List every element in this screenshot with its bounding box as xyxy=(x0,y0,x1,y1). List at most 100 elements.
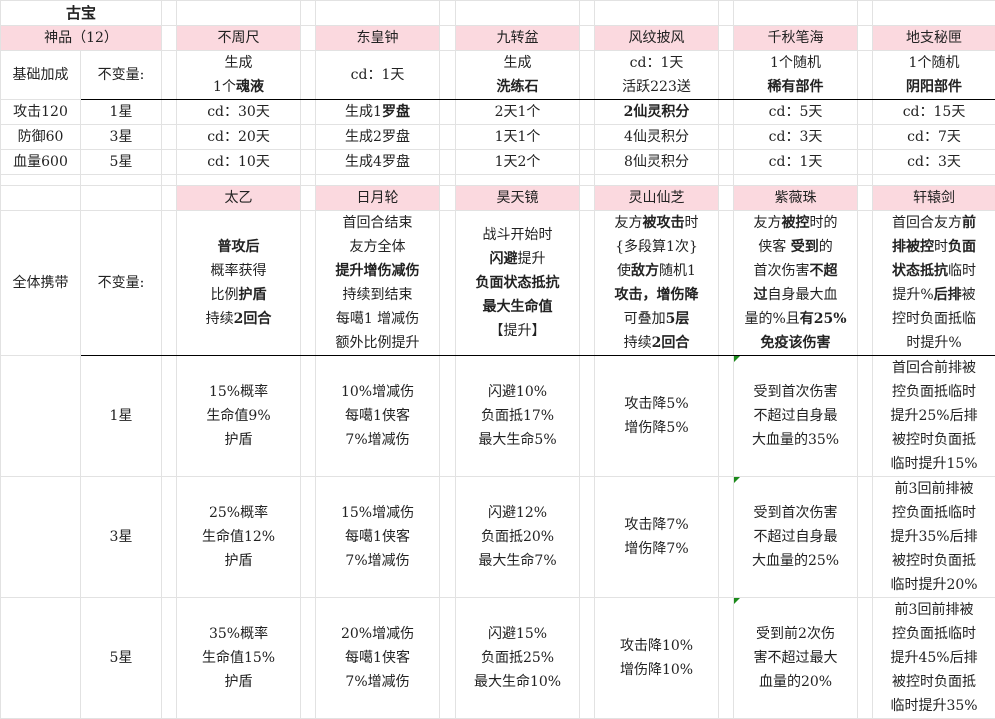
empty-cell[interactable] xyxy=(595,175,719,186)
item-header[interactable]: 紫薇珠 xyxy=(734,186,858,211)
empty-cell[interactable] xyxy=(316,1,440,26)
gap-cell[interactable] xyxy=(301,125,316,150)
star-effect[interactable]: 前3回前排被控负面抵临时提升35%后排被控时负面抵临时提升20% xyxy=(873,477,995,598)
base-effect[interactable]: 生成洗练石 xyxy=(456,51,580,100)
star-effect[interactable]: 攻击降7%增伤降7% xyxy=(595,477,719,598)
gap-cell[interactable] xyxy=(719,211,734,356)
empty-cell[interactable] xyxy=(580,175,595,186)
item-header[interactable]: 地支秘匣 xyxy=(873,26,995,51)
gap-cell[interactable] xyxy=(301,51,316,100)
empty-cell[interactable] xyxy=(162,1,177,26)
gap-cell[interactable] xyxy=(580,51,595,100)
star-cell[interactable]: 5星 xyxy=(81,150,162,175)
star-effect[interactable]: 生成2罗盘 xyxy=(316,125,440,150)
base-effect[interactable]: cd：1天活跃223送 xyxy=(595,51,719,100)
gap-cell[interactable] xyxy=(301,186,316,211)
item-header[interactable]: 太乙 xyxy=(177,186,301,211)
gap-cell[interactable] xyxy=(301,356,316,477)
gap-cell[interactable] xyxy=(301,100,316,125)
star-effect[interactable]: 15%概率生命值9%护盾 xyxy=(177,356,301,477)
gap-cell[interactable] xyxy=(301,598,316,719)
item-header[interactable]: 东皇钟 xyxy=(316,26,440,51)
gap-cell[interactable] xyxy=(858,186,873,211)
base-effect[interactable]: 友方被控时的侠客 受到的首次伤害不超过自身最大血量的%且有25%免疫该伤害 xyxy=(734,211,858,356)
star-effect[interactable]: 2天1个 xyxy=(456,100,580,125)
gap-cell[interactable] xyxy=(440,26,456,51)
star-effect[interactable]: 25%概率生命值12%护盾 xyxy=(177,477,301,598)
item-header[interactable]: 千秋笔海 xyxy=(734,26,858,51)
gap-cell[interactable] xyxy=(162,598,177,719)
empty-cell[interactable] xyxy=(858,175,873,186)
gap-cell[interactable] xyxy=(719,150,734,175)
empty-cell[interactable] xyxy=(81,186,162,211)
star-effect[interactable]: 1天1个 xyxy=(456,125,580,150)
empty-cell[interactable] xyxy=(177,175,301,186)
star-effect[interactable]: 闪避15%负面抵25%最大生命10% xyxy=(456,598,580,719)
gap-cell[interactable] xyxy=(858,477,873,598)
stat-cell[interactable]: 防御60 xyxy=(1,125,81,150)
gap-cell[interactable] xyxy=(162,211,177,356)
empty-cell[interactable] xyxy=(873,1,995,26)
star-cell[interactable]: 1星 xyxy=(81,356,162,477)
empty-cell[interactable] xyxy=(316,175,440,186)
gap-cell[interactable] xyxy=(440,211,456,356)
stat-cell[interactable]: 攻击120 xyxy=(1,100,81,125)
gap-cell[interactable] xyxy=(580,100,595,125)
gap-cell[interactable] xyxy=(440,356,456,477)
empty-cell[interactable] xyxy=(719,175,734,186)
item-header[interactable]: 日月轮 xyxy=(316,186,440,211)
gap-cell[interactable] xyxy=(580,150,595,175)
star-cell[interactable]: 1星 xyxy=(81,100,162,125)
base-effect[interactable]: cd：1天 xyxy=(316,51,440,100)
base-label[interactable]: 基础加成 xyxy=(1,51,81,100)
gap-cell[interactable] xyxy=(719,125,734,150)
gap-cell[interactable] xyxy=(858,51,873,100)
gap-cell[interactable] xyxy=(580,598,595,719)
gap-cell[interactable] xyxy=(162,477,177,598)
gap-cell[interactable] xyxy=(580,125,595,150)
base-effect[interactable]: 1个随机阴阳部件 xyxy=(873,51,995,100)
star-effect[interactable]: 受到首次伤害不超过自身最大血量的25% xyxy=(734,477,858,598)
star-effect[interactable]: cd：15天 xyxy=(873,100,995,125)
star-effect[interactable]: cd：30天 xyxy=(177,100,301,125)
star-effect[interactable]: cd：10天 xyxy=(177,150,301,175)
item-header[interactable]: 九转盆 xyxy=(456,26,580,51)
empty-cell[interactable] xyxy=(1,598,81,719)
base-effect[interactable]: 普攻后概率获得比例护盾持续2回合 xyxy=(177,211,301,356)
gap-cell[interactable] xyxy=(301,150,316,175)
empty-cell[interactable] xyxy=(719,1,734,26)
gap-cell[interactable] xyxy=(440,150,456,175)
empty-cell[interactable] xyxy=(301,1,316,26)
gap-cell[interactable] xyxy=(719,598,734,719)
empty-cell[interactable] xyxy=(734,175,858,186)
star-effect[interactable]: cd：3天 xyxy=(873,150,995,175)
gap-cell[interactable] xyxy=(440,598,456,719)
gap-cell[interactable] xyxy=(719,100,734,125)
star-effect[interactable]: 8仙灵积分 xyxy=(595,150,719,175)
star-effect[interactable]: cd：3天 xyxy=(734,125,858,150)
gap-cell[interactable] xyxy=(162,186,177,211)
gap-cell[interactable] xyxy=(580,356,595,477)
gap-cell[interactable] xyxy=(858,125,873,150)
star-effect[interactable]: 首回合前排被控负面抵临时提升25%后排被控时负面抵临时提升15% xyxy=(873,356,995,477)
empty-cell[interactable] xyxy=(456,175,580,186)
star-effect[interactable]: 受到首次伤害不超过自身最大血量的35% xyxy=(734,356,858,477)
star-effect[interactable]: 攻击降5%增伤降5% xyxy=(595,356,719,477)
gap-cell[interactable] xyxy=(162,150,177,175)
empty-cell[interactable] xyxy=(456,1,580,26)
star-effect[interactable]: 1天2个 xyxy=(456,150,580,175)
star-cell[interactable]: 3星 xyxy=(81,125,162,150)
stat-cell[interactable]: 血量600 xyxy=(1,150,81,175)
empty-cell[interactable] xyxy=(580,1,595,26)
star-cell[interactable]: 5星 xyxy=(81,598,162,719)
star-effect[interactable]: 35%概率生命值15%护盾 xyxy=(177,598,301,719)
gap-cell[interactable] xyxy=(858,150,873,175)
star-effect[interactable]: 攻击降10%增伤降10% xyxy=(595,598,719,719)
gap-cell[interactable] xyxy=(580,477,595,598)
star-effect[interactable]: cd：5天 xyxy=(734,100,858,125)
carry-label[interactable]: 全体携带 xyxy=(1,211,81,356)
star-effect[interactable]: 受到前2次伤害不超过最大血量的20% xyxy=(734,598,858,719)
